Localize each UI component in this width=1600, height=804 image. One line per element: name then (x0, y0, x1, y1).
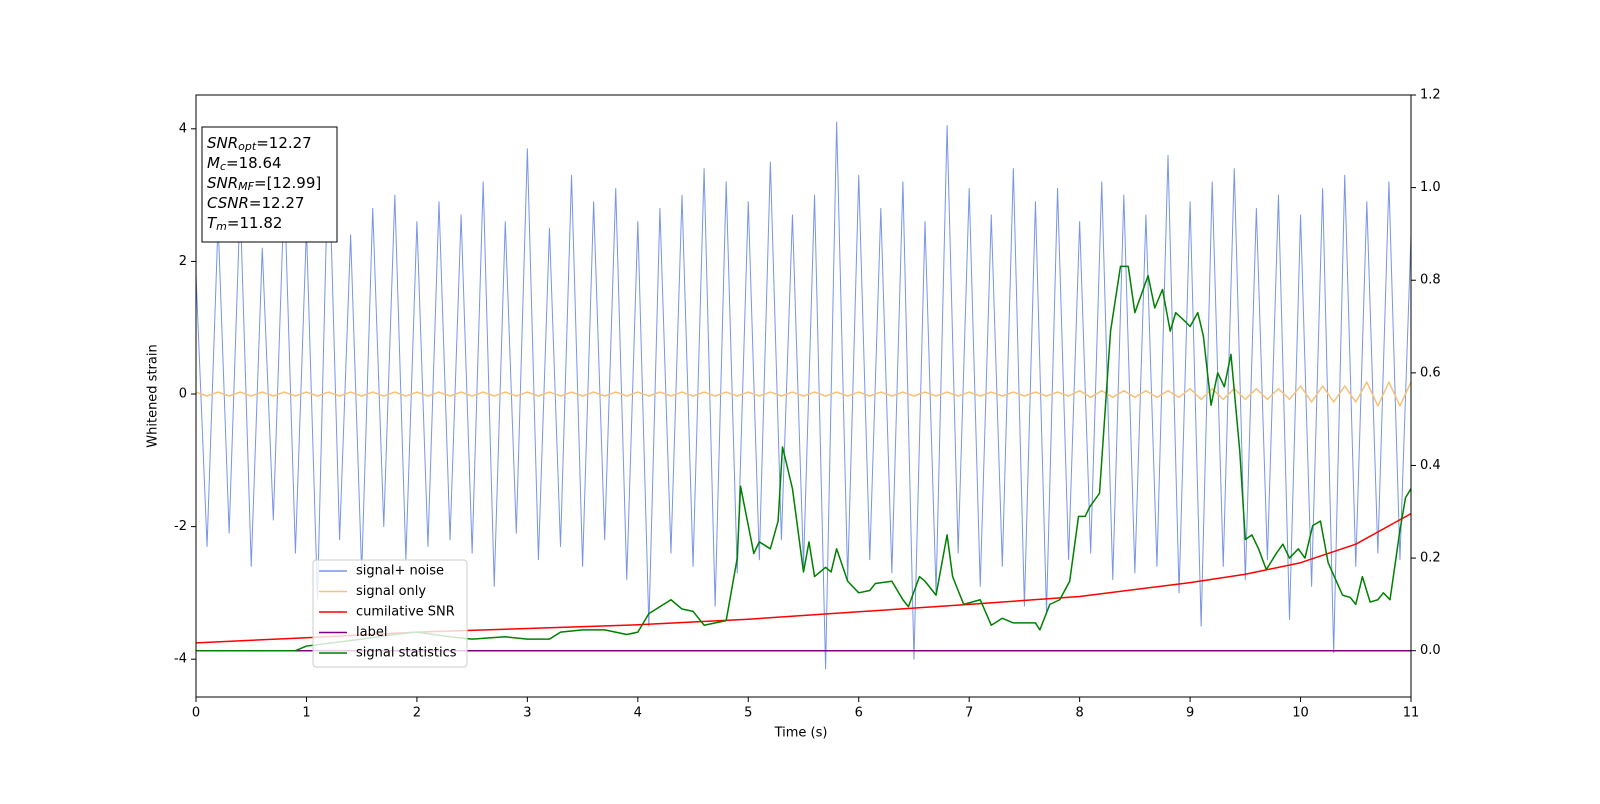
x-tick-label: 9 (1186, 706, 1194, 721)
y2-tick-label: 0.4 (1420, 458, 1441, 473)
x-tick-label: 6 (855, 706, 863, 721)
annotation-sub: m (216, 220, 227, 233)
x-tick-label: 11 (1403, 706, 1420, 721)
annotation-base: T (207, 214, 218, 232)
y-tick-label: 4 (179, 121, 187, 136)
annotation-text: Mc=18.64 (207, 154, 282, 174)
y2-tick-label: 0.2 (1420, 551, 1441, 566)
annotation-sub: MF (238, 180, 254, 193)
annotation-rest: =18.64 (226, 154, 282, 172)
annotation-text: CSNR=12.27 (207, 194, 304, 212)
annotation-base: CSNR (207, 194, 249, 212)
annotation-rest: =12.27 (249, 194, 305, 212)
legend-label: signal+ noise (356, 564, 444, 579)
x-tick-label: 5 (744, 706, 752, 721)
annotation-base: M (207, 154, 220, 172)
annotation-base: SNR (207, 134, 238, 152)
y2-tick-label: 1.0 (1420, 180, 1441, 195)
annotation-sub: opt (238, 140, 257, 153)
x-tick-label: 7 (965, 706, 973, 721)
y-tick-label: -4 (174, 652, 187, 667)
y-axis-label: Whitened strain (146, 344, 161, 447)
x-tick-label: 4 (634, 706, 642, 721)
legend-label: signal only (356, 584, 426, 599)
y2-tick-label: 0.8 (1420, 273, 1441, 288)
legend-frame (312, 559, 468, 668)
annotation-text: SNRopt=12.27 (207, 134, 312, 154)
x-tick-label: 1 (302, 706, 310, 721)
x-axis-label: Time (s) (774, 726, 828, 741)
annotation-text: Tm=11.82 (207, 214, 282, 234)
annotation-rest: =11.82 (227, 214, 283, 232)
annotation-rest: =[12.99] (254, 174, 321, 192)
axes-frame (195, 94, 1412, 698)
x-tick-label: 3 (523, 706, 531, 721)
annotation-frame (201, 126, 338, 243)
x-tick-label: 2 (413, 706, 421, 721)
y2-tick-label: 0.6 (1420, 365, 1441, 380)
series-line (196, 265, 1411, 652)
annotation-rest: =12.27 (256, 134, 312, 152)
annotation-box: SNRopt=12.27Mc=18.64SNRMF=[12.99]CSNR=12… (201, 126, 338, 243)
y2-tick-label: 1.2 (1420, 88, 1441, 103)
annotation-text: SNRMF=[12.99] (207, 174, 321, 194)
legend-label: cumilative SNR (356, 605, 455, 620)
legend: signal+ noise signal only cumilative SNR la… (312, 559, 468, 668)
y2-tick-label: 0.0 (1420, 643, 1441, 658)
x-tick-label: 8 (1075, 706, 1083, 721)
legend-label: signal statistics (356, 646, 457, 661)
x-tick-label: 0 (192, 706, 200, 721)
annotation-base: SNR (207, 174, 238, 192)
legend-label: label (356, 625, 387, 640)
annotation-sub: c (220, 160, 226, 173)
y-tick-label: 2 (179, 254, 187, 269)
x-tick-label: 10 (1292, 706, 1309, 721)
y-tick-label: 0 (179, 387, 187, 402)
series-line (196, 381, 1411, 407)
y-tick-label: -2 (174, 519, 187, 534)
